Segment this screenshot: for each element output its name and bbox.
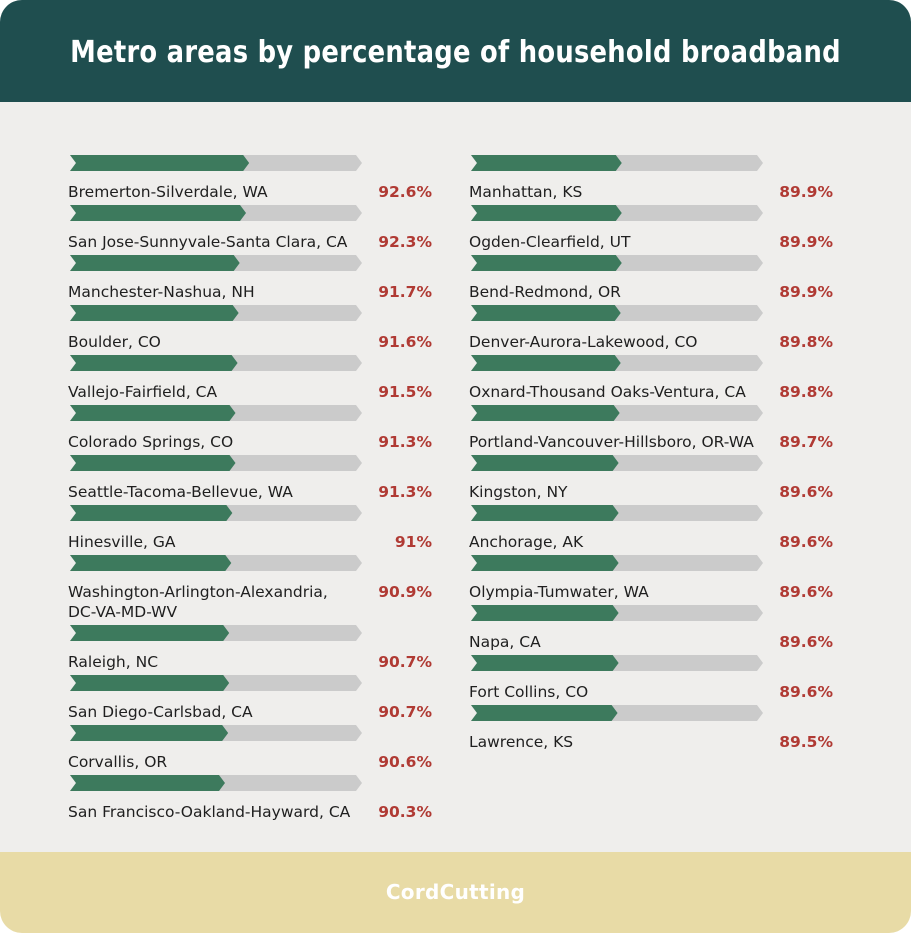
value-label: 89.6% [779,633,833,651]
value-label: 91.5% [378,383,432,401]
bar [471,405,620,421]
category-label: Napa, CA [469,633,541,651]
value-label: 92.3% [378,233,432,251]
bar [70,625,230,641]
bar [471,205,622,221]
category-label: Colorado Springs, CO [68,433,233,451]
value-label: 90.3% [378,803,432,821]
value-label: 89.8% [779,333,833,351]
bar [471,305,621,321]
value-label: 90.7% [378,703,432,721]
bar [70,255,240,271]
value-label: 89.6% [779,683,833,701]
value-label: 89.5% [779,733,833,751]
category-label: Hinesville, GA [68,533,176,551]
value-label: 89.9% [779,283,833,301]
value-label: 89.7% [779,433,833,451]
category-label: Manhattan, KS [469,183,582,201]
category-label: San Diego-Carlsbad, CA [68,703,253,721]
category-label: San Francisco-Oakland-Hayward, CA [68,803,351,821]
category-label: Seattle-Tacoma-Bellevue, WA [68,483,293,501]
value-label: 92.6% [378,183,432,201]
bar [70,205,247,221]
category-label: Washington-Arlington-Alexandria, DC-VA-MD… [68,583,328,621]
category-label: Portland-Vancouver-Hillsboro, OR-WA [469,433,754,451]
bar [70,355,238,371]
value-label: 89.6% [779,533,833,551]
header-banner: Metro areas by percentage of household b… [0,0,911,176]
bar [471,505,619,521]
value-label: 90.6% [378,753,432,771]
bar [70,775,225,791]
value-label: 91.6% [378,333,432,351]
bar [471,705,618,721]
category-label: Lawrence, KS [469,733,573,751]
value-label: 90.9% [378,583,432,601]
bar [70,505,233,521]
bar [70,305,239,321]
value-label: 89.9% [779,233,833,251]
value-label: 89.8% [779,383,833,401]
chart-title: Metro areas by percentage of household b… [70,35,841,176]
category-label: Manchester-Nashua, NH [68,283,255,301]
category-label: San Jose-Sunnyvale-Santa Clara, CA [68,233,348,251]
bar [70,155,250,171]
bar [471,555,619,571]
cordcutting-logo: CordCutting [385,880,526,904]
value-label: 91.3% [378,483,432,501]
category-label: Anchorage, AK [469,533,584,551]
category-label: Bend-Redmond, OR [469,283,621,301]
bar [70,455,236,471]
category-label: Bremerton-Silverdale, WA [68,183,268,201]
value-label: 89.9% [779,183,833,201]
value-label: 91.7% [378,283,432,301]
category-label: Corvallis, OR [68,753,167,771]
bar [471,255,622,271]
bar [471,455,619,471]
bar [70,405,236,421]
value-label: 91% [395,533,433,551]
category-label: Raleigh, NC [68,653,158,671]
category-label: Kingston, NY [469,483,568,501]
bar [70,555,232,571]
bar [471,355,621,371]
category-label: Ogden-Clearfield, UT [469,233,631,251]
category-label: Vallejo-Fairfield, CA [68,383,218,401]
bar [471,605,619,621]
bar [70,675,230,691]
category-label: Fort Collins, CO [469,683,588,701]
value-label: 91.3% [378,433,432,451]
category-label: Boulder, CO [68,333,161,351]
value-label: 89.6% [779,583,833,601]
value-label: 89.6% [779,483,833,501]
category-label: Denver-Aurora-Lakewood, CO [469,333,698,351]
value-label: 90.7% [378,653,432,671]
bar [70,725,229,741]
bar [471,155,622,171]
category-label: Olympia-Tumwater, WA [469,583,649,601]
footer-banner: CordCutting [0,852,911,933]
category-label: Oxnard-Thousand Oaks-Ventura, CA [469,383,746,401]
bar [471,655,619,671]
